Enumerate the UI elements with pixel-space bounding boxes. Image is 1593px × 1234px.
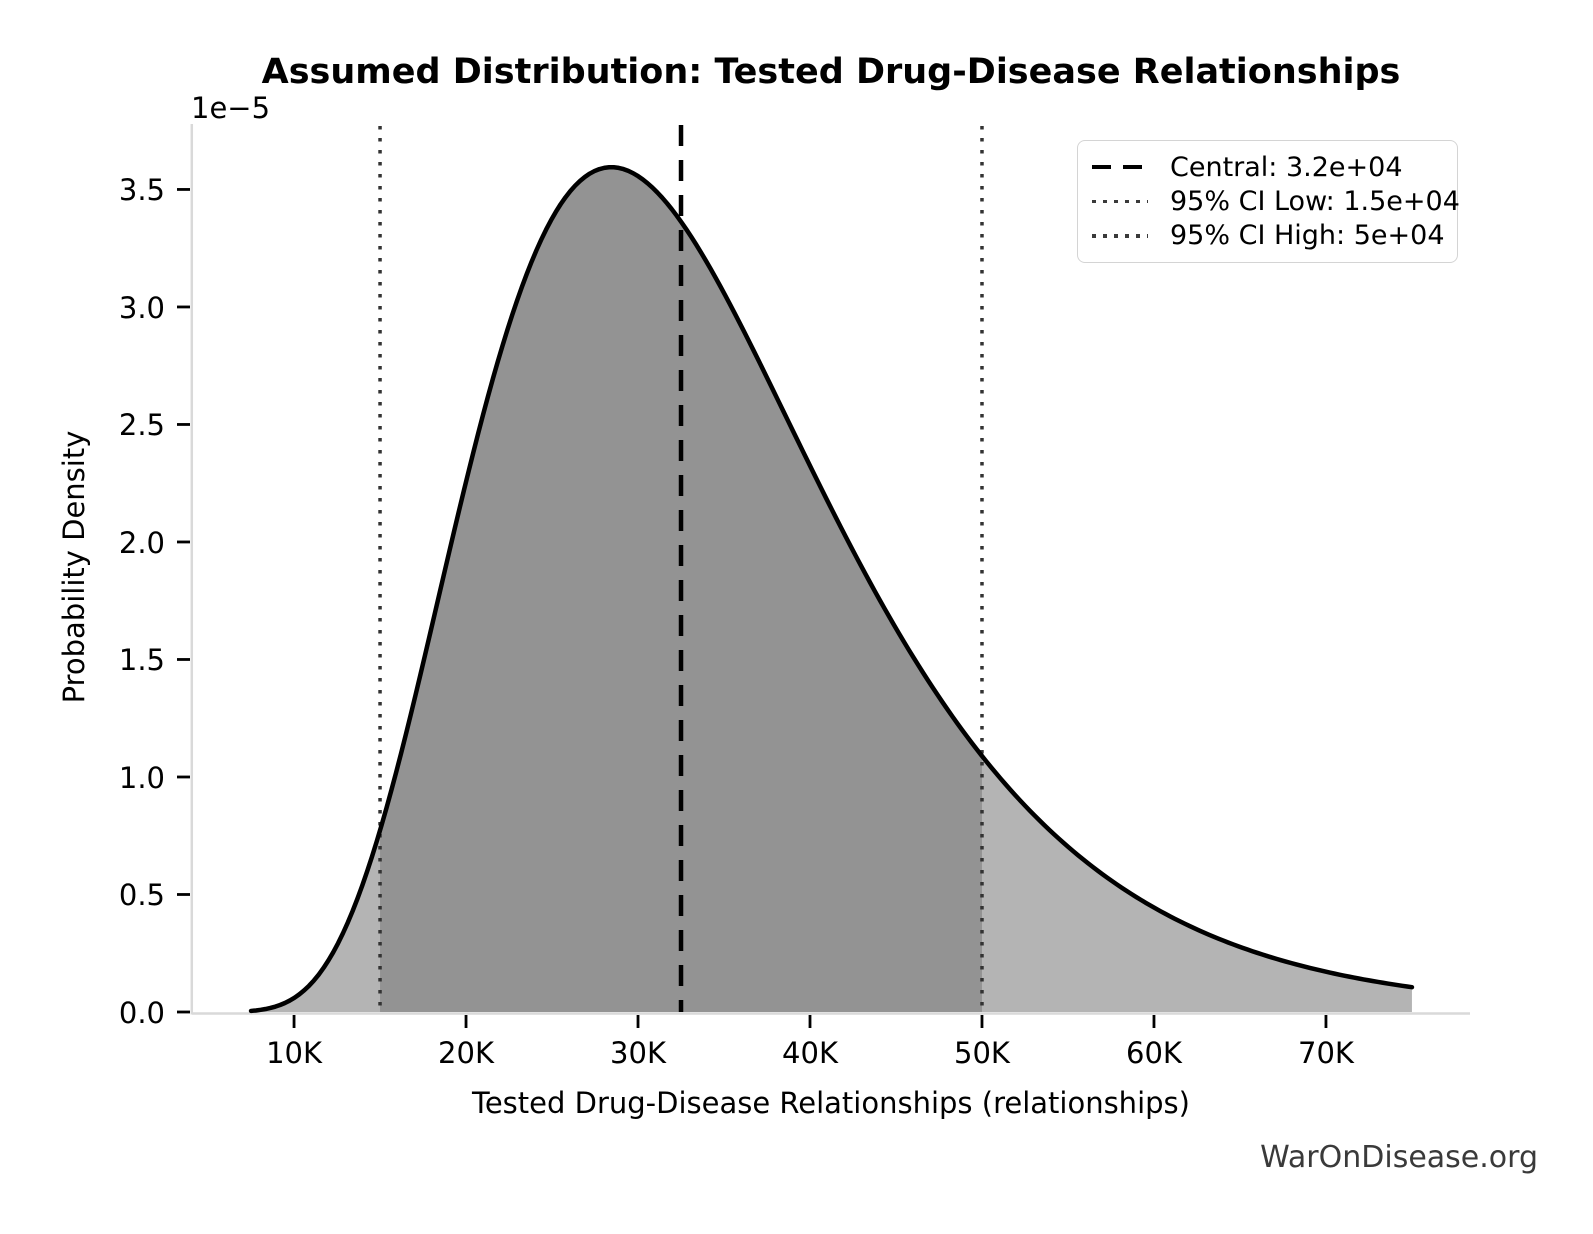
ci-high-dotted-line-sample (1092, 234, 1148, 238)
y-tick-label: 0.5 (118, 878, 165, 913)
x-tick-label: 20K (438, 1036, 494, 1070)
y-axis-offset-text: 1e−5 (191, 91, 271, 125)
central-dashed-line-sample (1092, 164, 1148, 170)
y-tick-label: 2.0 (118, 525, 165, 560)
x-axis-label: Tested Drug-Disease Relationships (relat… (472, 1086, 1190, 1120)
x-tick-label: 60K (1126, 1036, 1182, 1070)
legend-row-ci-high: 95% CI High: 5e+04 (1092, 219, 1445, 253)
density-curve (248, 165, 1415, 1014)
legend-central-label: Central: 3.2e+04 (1170, 151, 1403, 183)
x-tick-label: 70K (1297, 1036, 1354, 1070)
chart-title: Assumed Distribution: Tested Drug-Diseas… (261, 52, 1401, 92)
legend: Central: 3.2e+04 95% CI Low: 1.5e+04 95%… (1077, 140, 1460, 263)
ci-low-dotted-line-sample (1092, 199, 1148, 204)
y-tick-label: 2.5 (118, 408, 165, 443)
x-tick-label: 40K (782, 1036, 838, 1070)
x-tick-label: 50K (954, 1036, 1010, 1070)
y-tick-label: 0.0 (118, 996, 165, 1030)
y-axis-label: Probability Density (57, 430, 91, 704)
y-tick-label: 3.5 (118, 173, 165, 208)
legend-ci-low-label: 95% CI Low: 1.5e+04 (1170, 185, 1460, 217)
legend-row-ci-low: 95% CI Low: 1.5e+04 (1092, 184, 1460, 218)
legend-row-central: Central: 3.2e+04 (1092, 150, 1443, 184)
y-tick-label: 1.5 (118, 643, 165, 678)
watermark: WarOnDisease.org (1260, 1140, 1538, 1175)
y-tick-label: 3.0 (118, 290, 165, 325)
x-tick-label: 30K (610, 1036, 666, 1070)
legend-ci-high-label: 95% CI High: 5e+04 (1170, 220, 1445, 252)
y-tick-label: 1.0 (118, 760, 165, 795)
x-tick-label: 10K (266, 1036, 322, 1070)
